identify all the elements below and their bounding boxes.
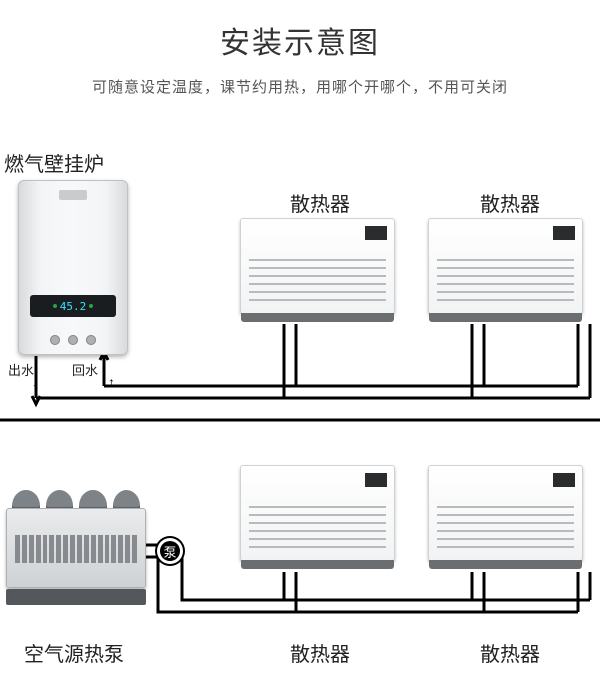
heatpump-base (6, 589, 146, 605)
vent-slats (249, 259, 386, 301)
led-icon (53, 304, 57, 308)
control-panel-icon (365, 226, 387, 240)
led-icon (89, 304, 93, 308)
vent-slats (437, 259, 574, 301)
radiator-label: 散热器 (290, 638, 350, 667)
radiator-unit (240, 465, 395, 561)
knob-icon (86, 335, 96, 345)
pump-badge: 泵 (157, 538, 183, 564)
vent-slats (249, 506, 386, 548)
vent-slats (437, 506, 574, 548)
radiator-unit (240, 218, 395, 314)
boiler-display: 45.2 (30, 295, 116, 317)
knob-icon (68, 335, 78, 345)
boiler-knobs (50, 335, 96, 345)
radiator-unit (428, 465, 583, 561)
heatpump-body (6, 508, 146, 588)
radiator-label: 散热器 (290, 188, 350, 217)
boiler-temp: 45.2 (60, 300, 87, 313)
control-panel-icon (553, 226, 575, 240)
boiler-label: 燃气壁挂炉 (4, 148, 104, 177)
boiler-badge (59, 190, 87, 200)
heatpump-label: 空气源热泵 (24, 638, 124, 667)
grille-icon (15, 535, 137, 563)
control-panel-icon (365, 473, 387, 487)
knob-icon (50, 335, 60, 345)
boiler-device: 45.2 (18, 180, 128, 355)
fan-icon (12, 490, 40, 510)
fan-icon (79, 490, 107, 510)
fan-icon (46, 490, 74, 510)
fan-row (12, 490, 140, 510)
arrow-up-icon: ↑ (108, 374, 115, 390)
inlet-label: 回水 (72, 360, 98, 379)
arrow-down-icon: ↓ (32, 374, 39, 390)
diagram-layer: 45.2 (0, 0, 600, 680)
control-panel-icon (553, 473, 575, 487)
heatpump-device (6, 490, 146, 605)
radiator-label: 散热器 (480, 188, 540, 217)
radiator-unit (428, 218, 583, 314)
fan-icon (113, 490, 141, 510)
outlet-label: 出水 (8, 360, 34, 379)
radiator-label: 散热器 (480, 638, 540, 667)
